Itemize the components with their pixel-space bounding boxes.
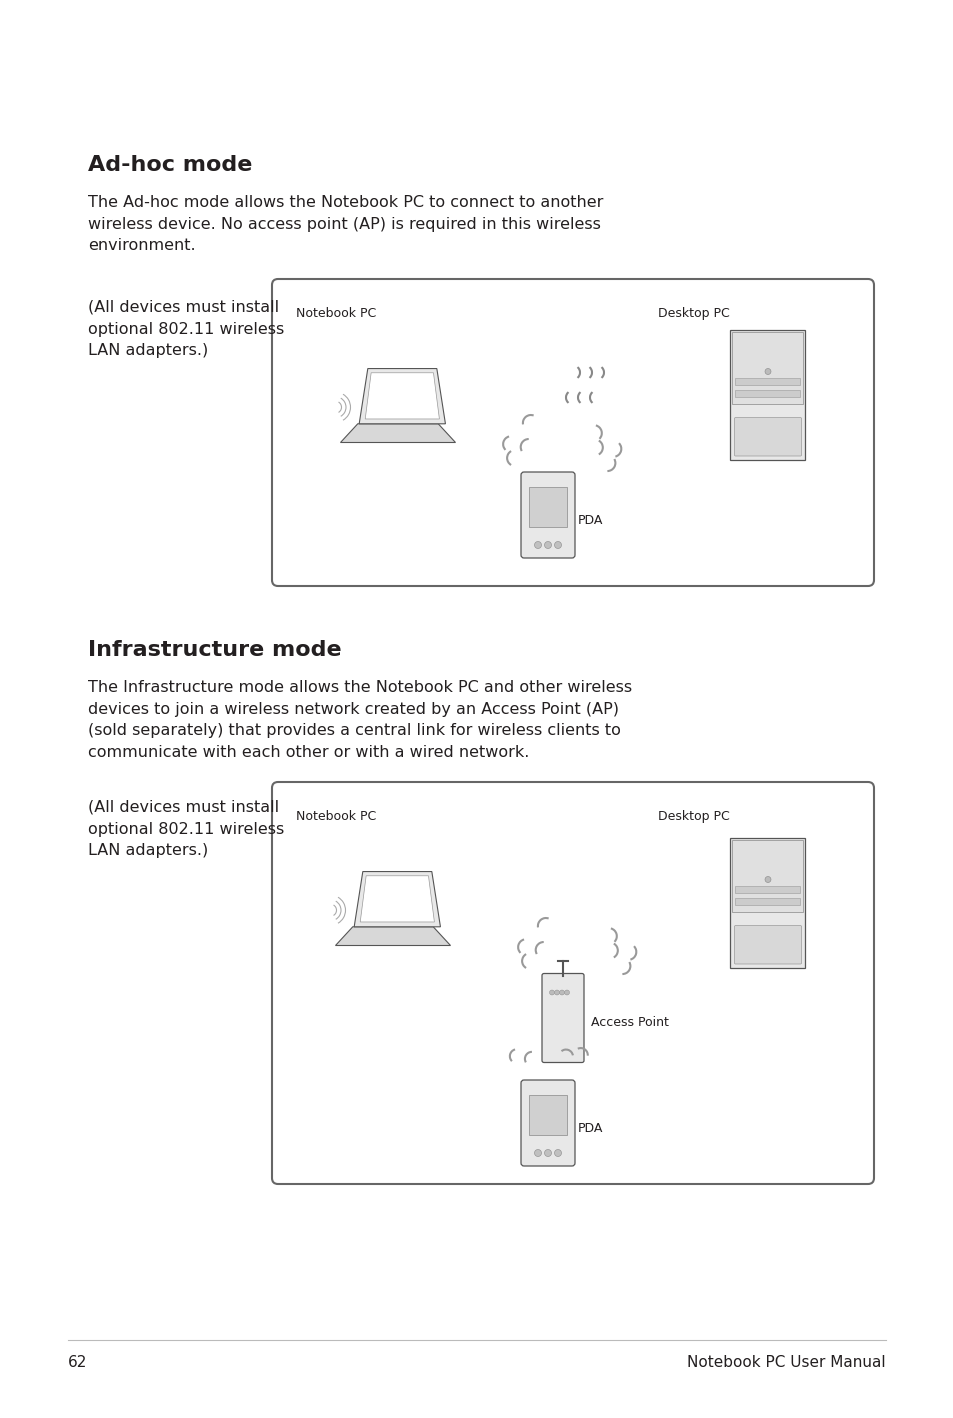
FancyBboxPatch shape bbox=[734, 417, 801, 457]
Circle shape bbox=[534, 542, 541, 549]
Circle shape bbox=[764, 876, 770, 882]
Circle shape bbox=[554, 990, 558, 995]
Text: Notebook PC: Notebook PC bbox=[295, 810, 375, 822]
Text: PDA: PDA bbox=[578, 513, 602, 526]
Text: (All devices must install
optional 802.11 wireless
LAN adapters.): (All devices must install optional 802.1… bbox=[88, 301, 284, 359]
Text: Infrastructure mode: Infrastructure mode bbox=[88, 640, 341, 659]
FancyBboxPatch shape bbox=[520, 472, 575, 559]
FancyBboxPatch shape bbox=[735, 390, 800, 397]
FancyBboxPatch shape bbox=[732, 839, 802, 912]
Circle shape bbox=[549, 990, 554, 995]
FancyBboxPatch shape bbox=[529, 486, 566, 527]
Polygon shape bbox=[365, 373, 439, 418]
Polygon shape bbox=[335, 927, 450, 946]
Text: Desktop PC: Desktop PC bbox=[658, 810, 729, 822]
Polygon shape bbox=[359, 369, 445, 424]
Circle shape bbox=[764, 369, 770, 374]
Text: The Ad-hoc mode allows the Notebook PC to connect to another
wireless device. No: The Ad-hoc mode allows the Notebook PC t… bbox=[88, 196, 602, 254]
FancyBboxPatch shape bbox=[735, 898, 800, 905]
Text: Ad-hoc mode: Ad-hoc mode bbox=[88, 155, 253, 174]
Circle shape bbox=[534, 1150, 541, 1157]
Circle shape bbox=[554, 1150, 561, 1157]
Polygon shape bbox=[354, 872, 440, 927]
Polygon shape bbox=[360, 876, 434, 922]
FancyBboxPatch shape bbox=[541, 974, 583, 1062]
FancyBboxPatch shape bbox=[520, 1081, 575, 1166]
Polygon shape bbox=[340, 424, 455, 442]
Text: Notebook PC User Manual: Notebook PC User Manual bbox=[687, 1356, 885, 1370]
Text: Access Point: Access Point bbox=[590, 1017, 668, 1029]
FancyBboxPatch shape bbox=[272, 781, 873, 1184]
FancyBboxPatch shape bbox=[730, 838, 804, 968]
Text: Desktop PC: Desktop PC bbox=[658, 308, 729, 320]
Text: 62: 62 bbox=[68, 1356, 88, 1370]
FancyBboxPatch shape bbox=[732, 332, 802, 404]
Text: The Infrastructure mode allows the Notebook PC and other wireless
devices to joi: The Infrastructure mode allows the Noteb… bbox=[88, 681, 632, 760]
FancyBboxPatch shape bbox=[734, 926, 801, 964]
Text: (All devices must install
optional 802.11 wireless
LAN adapters.): (All devices must install optional 802.1… bbox=[88, 800, 284, 858]
Text: PDA: PDA bbox=[578, 1122, 602, 1134]
Circle shape bbox=[558, 990, 564, 995]
Circle shape bbox=[554, 542, 561, 549]
FancyBboxPatch shape bbox=[529, 1095, 566, 1134]
FancyBboxPatch shape bbox=[735, 885, 800, 892]
Circle shape bbox=[564, 990, 569, 995]
Text: Notebook PC: Notebook PC bbox=[295, 308, 375, 320]
FancyBboxPatch shape bbox=[272, 279, 873, 586]
Circle shape bbox=[544, 1150, 551, 1157]
FancyBboxPatch shape bbox=[730, 330, 804, 459]
Circle shape bbox=[544, 542, 551, 549]
FancyBboxPatch shape bbox=[735, 377, 800, 384]
